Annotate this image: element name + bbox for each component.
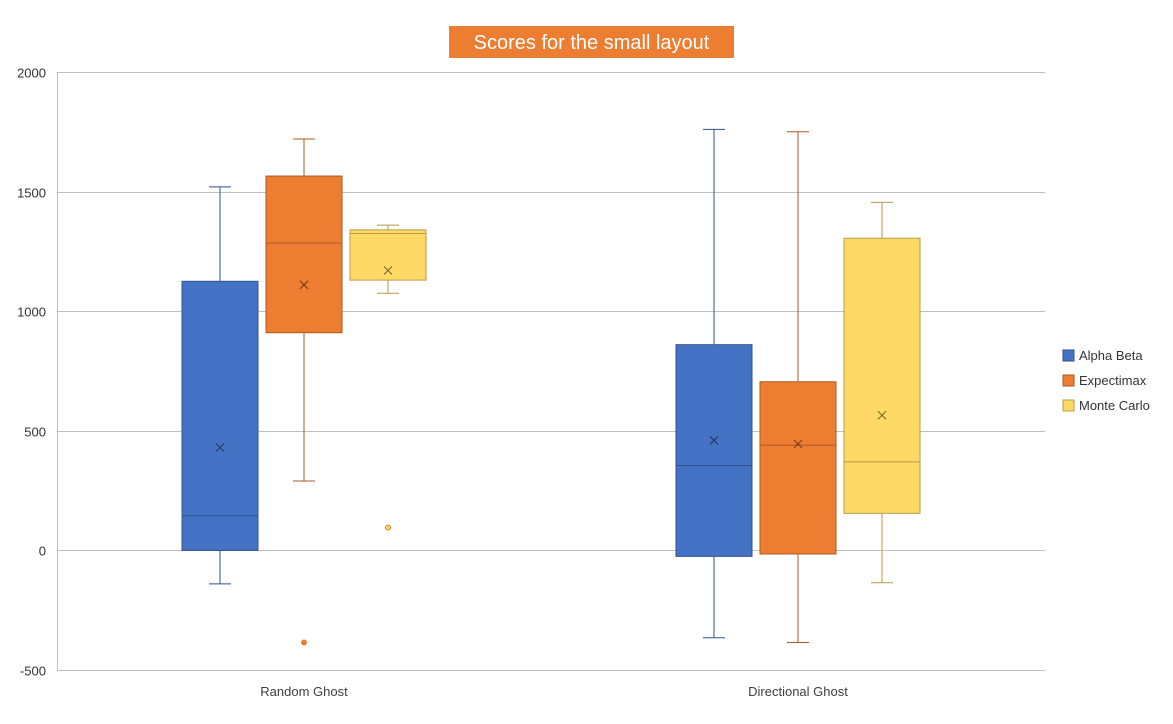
outlier-point <box>301 639 307 646</box>
legend-item-expectimax[interactable]: Expectimax <box>1062 373 1147 388</box>
mean-marker <box>299 280 309 290</box>
chart-title-text: Scores for the small layout <box>474 32 710 54</box>
x-axis-category-labels: Random Ghost Directional Ghost <box>260 684 848 699</box>
mean-marker <box>877 410 887 420</box>
y-tick-label: 500 <box>24 425 46 440</box>
mean-marker <box>215 443 225 452</box>
box-alpha-beta <box>675 128 753 639</box>
box-series <box>181 128 921 646</box>
legend-label: Expectimax <box>1079 373 1147 388</box>
iqr-box <box>843 237 921 514</box>
chart-title: Scores for the small layout <box>449 26 734 58</box>
y-tick-label: 2000 <box>17 66 46 81</box>
box-expectimax <box>265 138 343 646</box>
iqr-box <box>265 175 343 334</box>
y-tick-label: 1000 <box>17 305 46 320</box>
x-category-label: Directional Ghost <box>748 684 848 699</box>
legend-swatch <box>1062 374 1075 387</box>
box-monte-carlo <box>843 201 921 584</box>
box-expectimax <box>759 131 837 643</box>
iqr-box <box>181 280 259 551</box>
legend-swatch <box>1062 349 1075 362</box>
chart-title-background <box>449 26 734 58</box>
iqr-box <box>759 381 837 555</box>
y-tick-label: 0 <box>39 544 46 559</box>
y-axis-tick-labels: -500 0 500 1000 1500 2000 <box>17 66 46 679</box>
legend-label: Monte Carlo <box>1079 398 1150 413</box>
legend[interactable]: Alpha Beta Expectimax Monte Carlo <box>1062 348 1150 413</box>
mean-marker <box>793 439 803 449</box>
mean-marker <box>383 266 393 275</box>
iqr-box <box>675 344 753 557</box>
legend-label: Alpha Beta <box>1079 348 1143 363</box>
box-alpha-beta <box>181 186 259 585</box>
legend-item-monte-carlo[interactable]: Monte Carlo <box>1062 398 1150 413</box>
iqr-box <box>349 229 427 281</box>
x-category-label: Random Ghost <box>260 684 348 699</box>
box-monte-carlo <box>349 224 427 531</box>
mean-marker <box>709 436 719 445</box>
y-tick-label: 1500 <box>17 186 46 201</box>
legend-swatch <box>1062 399 1075 412</box>
legend-item-alpha-beta[interactable]: Alpha Beta <box>1062 348 1143 363</box>
y-tick-label: -500 <box>20 664 46 679</box>
outlier-point <box>385 524 391 531</box>
